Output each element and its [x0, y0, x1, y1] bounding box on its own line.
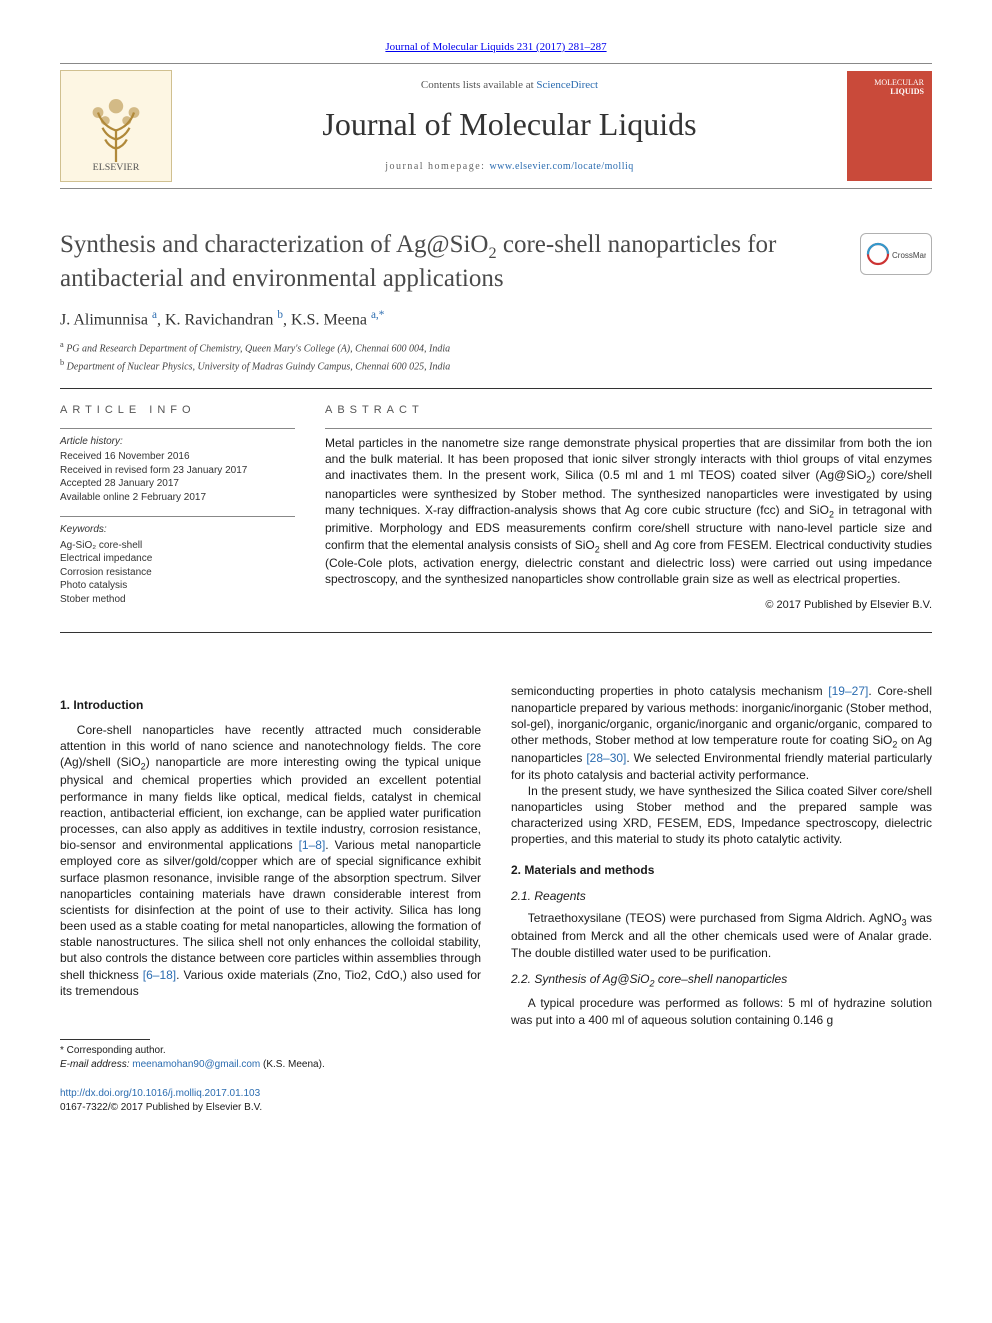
- abstract-copyright: © 2017 Published by Elsevier B.V.: [325, 598, 932, 613]
- doi-block: http://dx.doi.org/10.1016/j.molliq.2017.…: [60, 1087, 932, 1114]
- crossmark-badge[interactable]: CrossMark: [860, 233, 932, 275]
- corresponding-author-block: * Corresponding author. E-mail address: …: [60, 1039, 481, 1071]
- history-online: Available online 2 February 2017: [60, 491, 295, 505]
- article-title: Synthesis and characterization of Ag@SiO…: [60, 229, 842, 295]
- abstract-column: abstract Metal particles in the nanometr…: [325, 403, 932, 618]
- citation-link[interactable]: Journal of Molecular Liquids 231 (2017) …: [385, 41, 606, 53]
- synthesis-p: A typical procedure was performed as fol…: [511, 995, 932, 1027]
- article-info-label: article info: [60, 403, 295, 418]
- article-info-column: article info Article history: Received 1…: [60, 403, 295, 618]
- keyword-1: Electrical impedance: [60, 552, 295, 566]
- intro-heading: 1. Introduction: [60, 697, 481, 713]
- homepage-prefix: journal homepage:: [385, 161, 489, 172]
- contents-prefix: Contents lists available at: [421, 79, 536, 91]
- email-suffix: (K.S. Meena).: [260, 1059, 324, 1070]
- materials-methods-heading: 2. Materials and methods: [511, 862, 932, 878]
- history-block: Article history: Received 16 November 20…: [60, 435, 295, 505]
- abstract-text: Metal particles in the nanometre size ra…: [325, 435, 932, 588]
- rule-top: [60, 388, 932, 389]
- intro-p2: semiconducting properties in photo catal…: [511, 683, 932, 782]
- svg-text:ELSEVIER: ELSEVIER: [93, 162, 140, 171]
- publisher-logo: ELSEVIER: [60, 70, 172, 182]
- abstract-label: abstract: [325, 403, 932, 418]
- body-columns: 1. Introduction Core-shell nanoparticles…: [60, 683, 932, 1071]
- authors-line: J. Alimunnisa a, K. Ravichandran b, K.S.…: [60, 308, 932, 331]
- affiliation-b: b Department of Nuclear Physics, Univers…: [60, 357, 932, 374]
- reagents-p: Tetraethoxysilane (TEOS) were purchased …: [511, 910, 932, 961]
- history-label: Article history:: [60, 435, 295, 449]
- email-label: E-mail address:: [60, 1059, 132, 1070]
- crossmark-icon: CrossMark: [866, 239, 926, 269]
- reagents-heading: 2.1. Reagents: [511, 888, 932, 904]
- doi-link[interactable]: http://dx.doi.org/10.1016/j.molliq.2017.…: [60, 1088, 260, 1099]
- sciencedirect-link[interactable]: ScienceDirect: [536, 79, 598, 91]
- info-hr-1: [60, 428, 295, 429]
- intro-p1: Core-shell nanoparticles have recently a…: [60, 722, 481, 1000]
- cover-label: MOLECULAR LIQUIDS: [874, 79, 924, 97]
- journal-name: Journal of Molecular Liquids: [182, 103, 837, 146]
- keyword-2: Corrosion resistance: [60, 566, 295, 580]
- affiliation-a: a PG and Research Department of Chemistr…: [60, 339, 932, 356]
- corr-label: * Corresponding author.: [60, 1044, 481, 1058]
- journal-citation: Journal of Molecular Liquids 231 (2017) …: [60, 40, 932, 55]
- keywords-label: Keywords:: [60, 523, 295, 537]
- issn-line: 0167-7322/© 2017 Published by Elsevier B…: [60, 1101, 932, 1115]
- corr-email-link[interactable]: meenamohan90@gmail.com: [132, 1059, 260, 1070]
- abs-hr: [325, 428, 932, 429]
- affiliations: a PG and Research Department of Chemistr…: [60, 339, 932, 374]
- svg-text:CrossMark: CrossMark: [892, 251, 926, 260]
- info-hr-2: [60, 516, 295, 517]
- journal-cover-thumb: MOLECULAR LIQUIDS: [847, 71, 932, 181]
- homepage-link[interactable]: www.elsevier.com/locate/molliq: [489, 161, 633, 172]
- corr-rule: [60, 1039, 150, 1040]
- info-abstract-row: article info Article history: Received 1…: [60, 403, 932, 618]
- intro-p3: In the present study, we have synthesize…: [511, 783, 932, 848]
- history-received: Received 16 November 2016: [60, 450, 295, 464]
- synthesis-heading: 2.2. Synthesis of Ag@SiO2 core–shell nan…: [511, 971, 932, 990]
- banner-center: Contents lists available at ScienceDirec…: [182, 78, 837, 174]
- keyword-0: Ag-SiO₂ core-shell: [60, 539, 295, 553]
- keywords-block: Keywords: Ag-SiO₂ core-shell Electrical …: [60, 523, 295, 606]
- history-revised: Received in revised form 23 January 2017: [60, 464, 295, 478]
- contents-line: Contents lists available at ScienceDirec…: [182, 78, 837, 93]
- keyword-3: Photo catalysis: [60, 579, 295, 593]
- title-row: Synthesis and characterization of Ag@SiO…: [60, 229, 932, 295]
- rule-bottom: [60, 632, 932, 633]
- keyword-4: Stober method: [60, 593, 295, 607]
- corr-email-line: E-mail address: meenamohan90@gmail.com (…: [60, 1058, 481, 1072]
- history-accepted: Accepted 28 January 2017: [60, 477, 295, 491]
- elsevier-tree-icon: ELSEVIER: [71, 81, 161, 171]
- journal-banner: ELSEVIER Contents lists available at Sci…: [60, 63, 932, 189]
- homepage-line: journal homepage: www.elsevier.com/locat…: [182, 160, 837, 174]
